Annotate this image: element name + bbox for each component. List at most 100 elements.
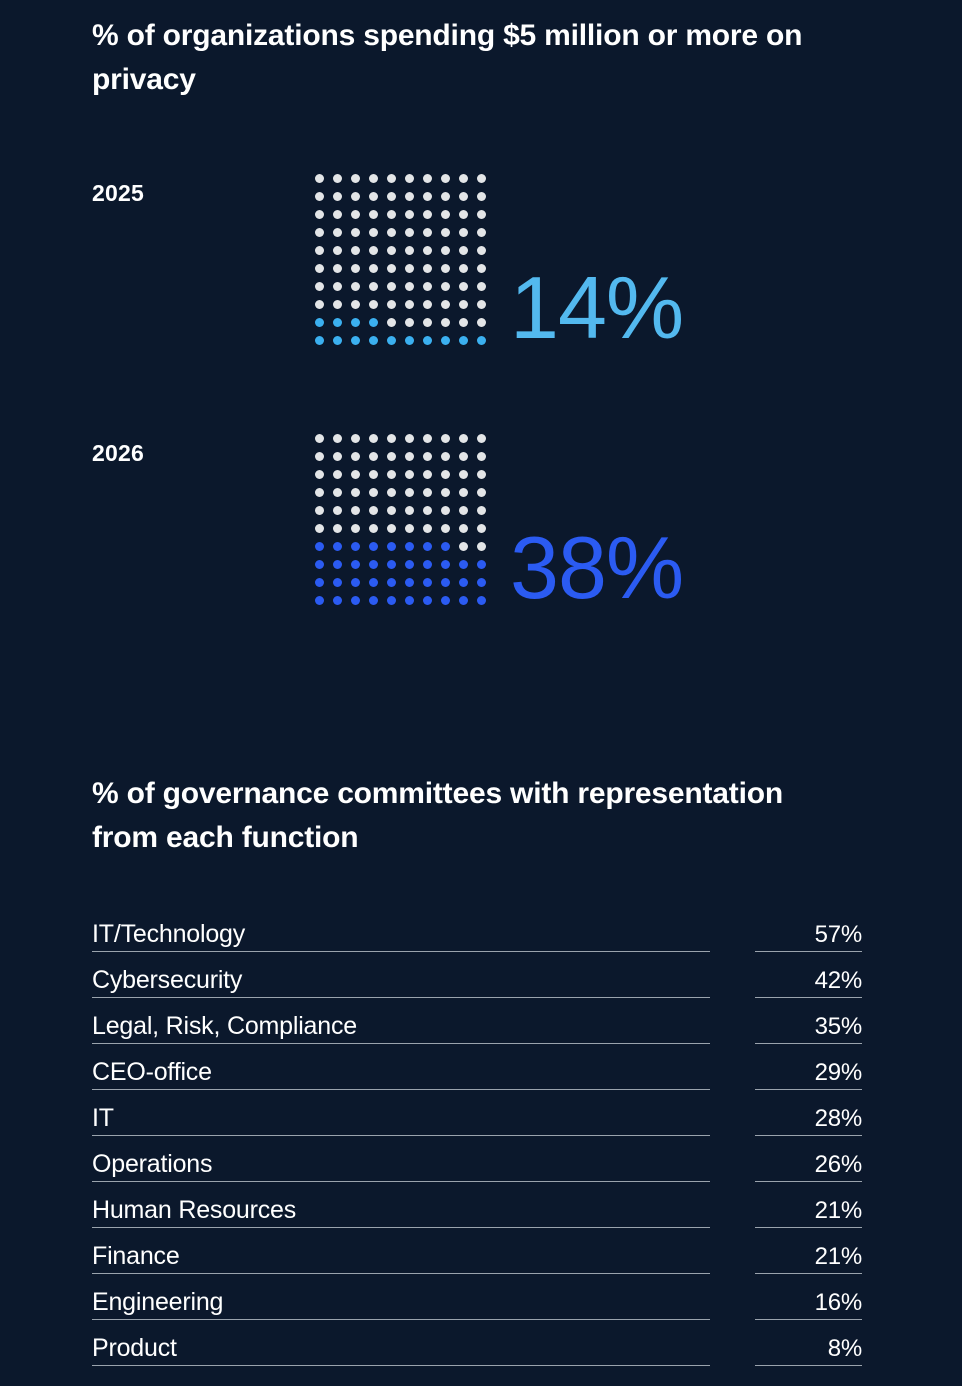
dot-empty: [333, 228, 342, 237]
dot-empty: [315, 434, 324, 443]
dot-empty: [315, 246, 324, 255]
percent-label: 21%: [814, 1197, 863, 1224]
dot-filled: [369, 318, 378, 327]
dot-empty: [459, 174, 468, 183]
percent-cell: 26%: [755, 1153, 862, 1182]
dot-empty: [315, 470, 324, 479]
dot-empty: [351, 470, 360, 479]
dot-empty: [369, 524, 378, 533]
dot-empty: [351, 282, 360, 291]
dot-empty: [369, 470, 378, 479]
dot-empty: [441, 300, 450, 309]
dot-empty: [315, 174, 324, 183]
dot-empty: [369, 228, 378, 237]
dot-empty: [315, 506, 324, 515]
dot-filled: [441, 578, 450, 587]
dot-empty: [477, 174, 486, 183]
dot-empty: [351, 488, 360, 497]
dot-empty: [477, 264, 486, 273]
dot-empty: [441, 174, 450, 183]
dot-empty: [405, 452, 414, 461]
dot-empty: [477, 488, 486, 497]
function-cell: Legal, Risk, Compliance: [92, 1014, 710, 1044]
percent-cell: 16%: [755, 1291, 862, 1320]
percent-cell: 28%: [755, 1107, 862, 1136]
dot-empty: [351, 210, 360, 219]
dot-empty: [477, 228, 486, 237]
dot-empty: [441, 452, 450, 461]
dot-empty: [459, 452, 468, 461]
dot-empty: [369, 488, 378, 497]
dot-empty: [459, 524, 468, 533]
dot-empty: [459, 210, 468, 219]
dot-filled: [423, 560, 432, 569]
dot-empty: [441, 318, 450, 327]
function-label: Engineering: [92, 1288, 224, 1316]
percent-value-2025: 14%: [510, 258, 684, 357]
dot-empty: [477, 192, 486, 201]
percent-cell: 21%: [755, 1245, 862, 1274]
dot-empty: [477, 452, 486, 461]
dot-empty: [405, 318, 414, 327]
function-cell: Cybersecurity: [92, 968, 710, 998]
function-cell: Human Resources: [92, 1198, 710, 1228]
dot-empty: [369, 192, 378, 201]
dot-empty: [477, 282, 486, 291]
dot-filled: [351, 542, 360, 551]
function-cell: CEO-office: [92, 1060, 710, 1090]
percent-label: 26%: [814, 1151, 863, 1178]
dot-empty: [423, 264, 432, 273]
dot-empty: [369, 174, 378, 183]
table-row: Engineering 16%: [92, 1274, 862, 1320]
dot-empty: [405, 470, 414, 479]
dot-empty: [423, 506, 432, 515]
percent-cell: 21%: [755, 1199, 862, 1228]
dot-filled: [423, 336, 432, 345]
dot-empty: [441, 282, 450, 291]
percent-value-2026: 38%: [510, 518, 684, 617]
percent-cell: 35%: [755, 1015, 862, 1044]
dot-empty: [333, 488, 342, 497]
dot-empty: [369, 506, 378, 515]
dot-empty: [423, 470, 432, 479]
dot-empty: [441, 488, 450, 497]
dot-filled: [333, 318, 342, 327]
percent-label: 57%: [814, 921, 863, 948]
spending-section-title: % of organizations spending $5 million o…: [92, 19, 803, 97]
dot-empty: [477, 246, 486, 255]
dot-filled: [387, 578, 396, 587]
dot-filled: [315, 318, 324, 327]
dot-empty: [315, 300, 324, 309]
dot-empty: [459, 470, 468, 479]
dot-empty: [387, 228, 396, 237]
dot-empty: [441, 228, 450, 237]
dot-empty: [351, 192, 360, 201]
dot-empty: [387, 264, 396, 273]
dot-empty: [477, 524, 486, 533]
dot-empty: [477, 300, 486, 309]
dot-empty: [405, 300, 414, 309]
governance-table: IT/Technology 57% Cybersecurity 42% Legal, R…: [92, 906, 862, 1366]
dot-empty: [405, 264, 414, 273]
function-cell: Product: [92, 1336, 710, 1366]
dot-empty: [369, 210, 378, 219]
dot-empty: [405, 488, 414, 497]
dot-empty: [315, 488, 324, 497]
dot-filled: [423, 578, 432, 587]
dot-empty: [423, 210, 432, 219]
dot-empty: [459, 282, 468, 291]
dot-filled: [387, 336, 396, 345]
dot-empty: [459, 318, 468, 327]
dot-empty: [387, 300, 396, 309]
dot-empty: [351, 174, 360, 183]
dot-filled: [477, 596, 486, 605]
function-label: Finance: [92, 1242, 180, 1270]
percent-label: 29%: [814, 1059, 863, 1086]
dot-filled: [315, 560, 324, 569]
dot-filled: [333, 542, 342, 551]
dot-empty: [441, 470, 450, 479]
dot-empty: [351, 506, 360, 515]
dot-empty: [387, 246, 396, 255]
dot-empty: [333, 434, 342, 443]
